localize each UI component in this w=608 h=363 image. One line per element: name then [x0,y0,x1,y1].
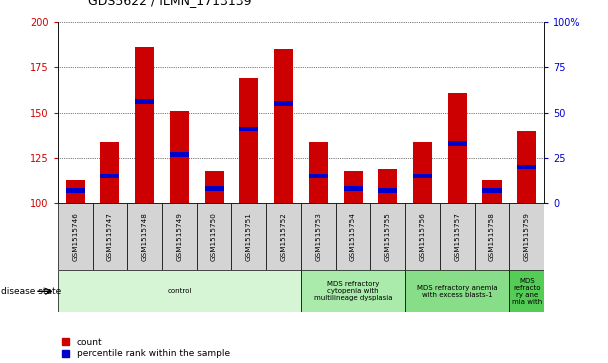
Bar [483,188,502,193]
Text: GSM1515756: GSM1515756 [420,212,426,261]
Bar [517,131,536,203]
Bar [475,203,510,270]
Text: GSM1515758: GSM1515758 [489,212,495,261]
Bar [66,180,85,203]
Bar [170,152,189,156]
Text: MDS
refracto
ry ane
mia with: MDS refracto ry ane mia with [512,278,542,305]
Bar [405,203,440,270]
Bar [301,203,336,270]
Legend: count, percentile rank within the sample: count, percentile rank within the sample [62,338,230,359]
Bar [135,47,154,203]
Bar [440,203,475,270]
Text: GSM1515759: GSM1515759 [523,212,530,261]
Text: GSM1515748: GSM1515748 [142,212,148,261]
Text: GSM1515757: GSM1515757 [454,212,460,261]
Bar [240,127,258,131]
Text: GSM1515746: GSM1515746 [72,212,78,261]
Bar [240,78,258,203]
Bar [274,101,293,106]
Bar [517,165,536,169]
Text: MDS refractory
cytopenia with
multilineage dysplasia: MDS refractory cytopenia with multilinea… [314,281,392,301]
Bar [58,203,92,270]
Bar [483,180,502,203]
Bar [447,93,467,203]
Text: GSM1515749: GSM1515749 [176,212,182,261]
Bar [413,142,432,203]
Bar [66,188,85,193]
Text: disease state: disease state [1,287,61,296]
Bar [170,111,189,203]
Bar [100,174,119,178]
Text: MDS refractory anemia
with excess blasts-1: MDS refractory anemia with excess blasts… [417,285,497,298]
Text: GSM1515750: GSM1515750 [211,212,217,261]
Bar [197,203,232,270]
Text: GSM1515752: GSM1515752 [280,212,286,261]
Bar [378,188,398,193]
Bar [135,99,154,104]
Bar [336,203,370,270]
Bar [232,203,266,270]
Bar [344,171,362,203]
Bar [274,49,293,203]
Text: GSM1515753: GSM1515753 [316,212,322,261]
Bar [58,270,301,312]
Bar [301,270,405,312]
Text: GSM1515751: GSM1515751 [246,212,252,261]
Text: control: control [167,288,192,294]
Text: GSM1515747: GSM1515747 [107,212,113,261]
Bar [447,141,467,146]
Bar [405,270,510,312]
Bar [266,203,301,270]
Text: GSM1515754: GSM1515754 [350,212,356,261]
Bar [309,174,328,178]
Bar [378,169,398,203]
Bar [92,203,127,270]
Bar [413,174,432,178]
Text: GSM1515755: GSM1515755 [385,212,391,261]
Bar [510,270,544,312]
Bar [204,171,224,203]
Text: GDS5622 / ILMN_1713139: GDS5622 / ILMN_1713139 [88,0,252,7]
Bar [344,187,362,191]
Bar [100,142,119,203]
Bar [309,142,328,203]
Bar [204,187,224,191]
Bar [127,203,162,270]
Bar [370,203,405,270]
Bar [162,203,197,270]
Bar [510,203,544,270]
